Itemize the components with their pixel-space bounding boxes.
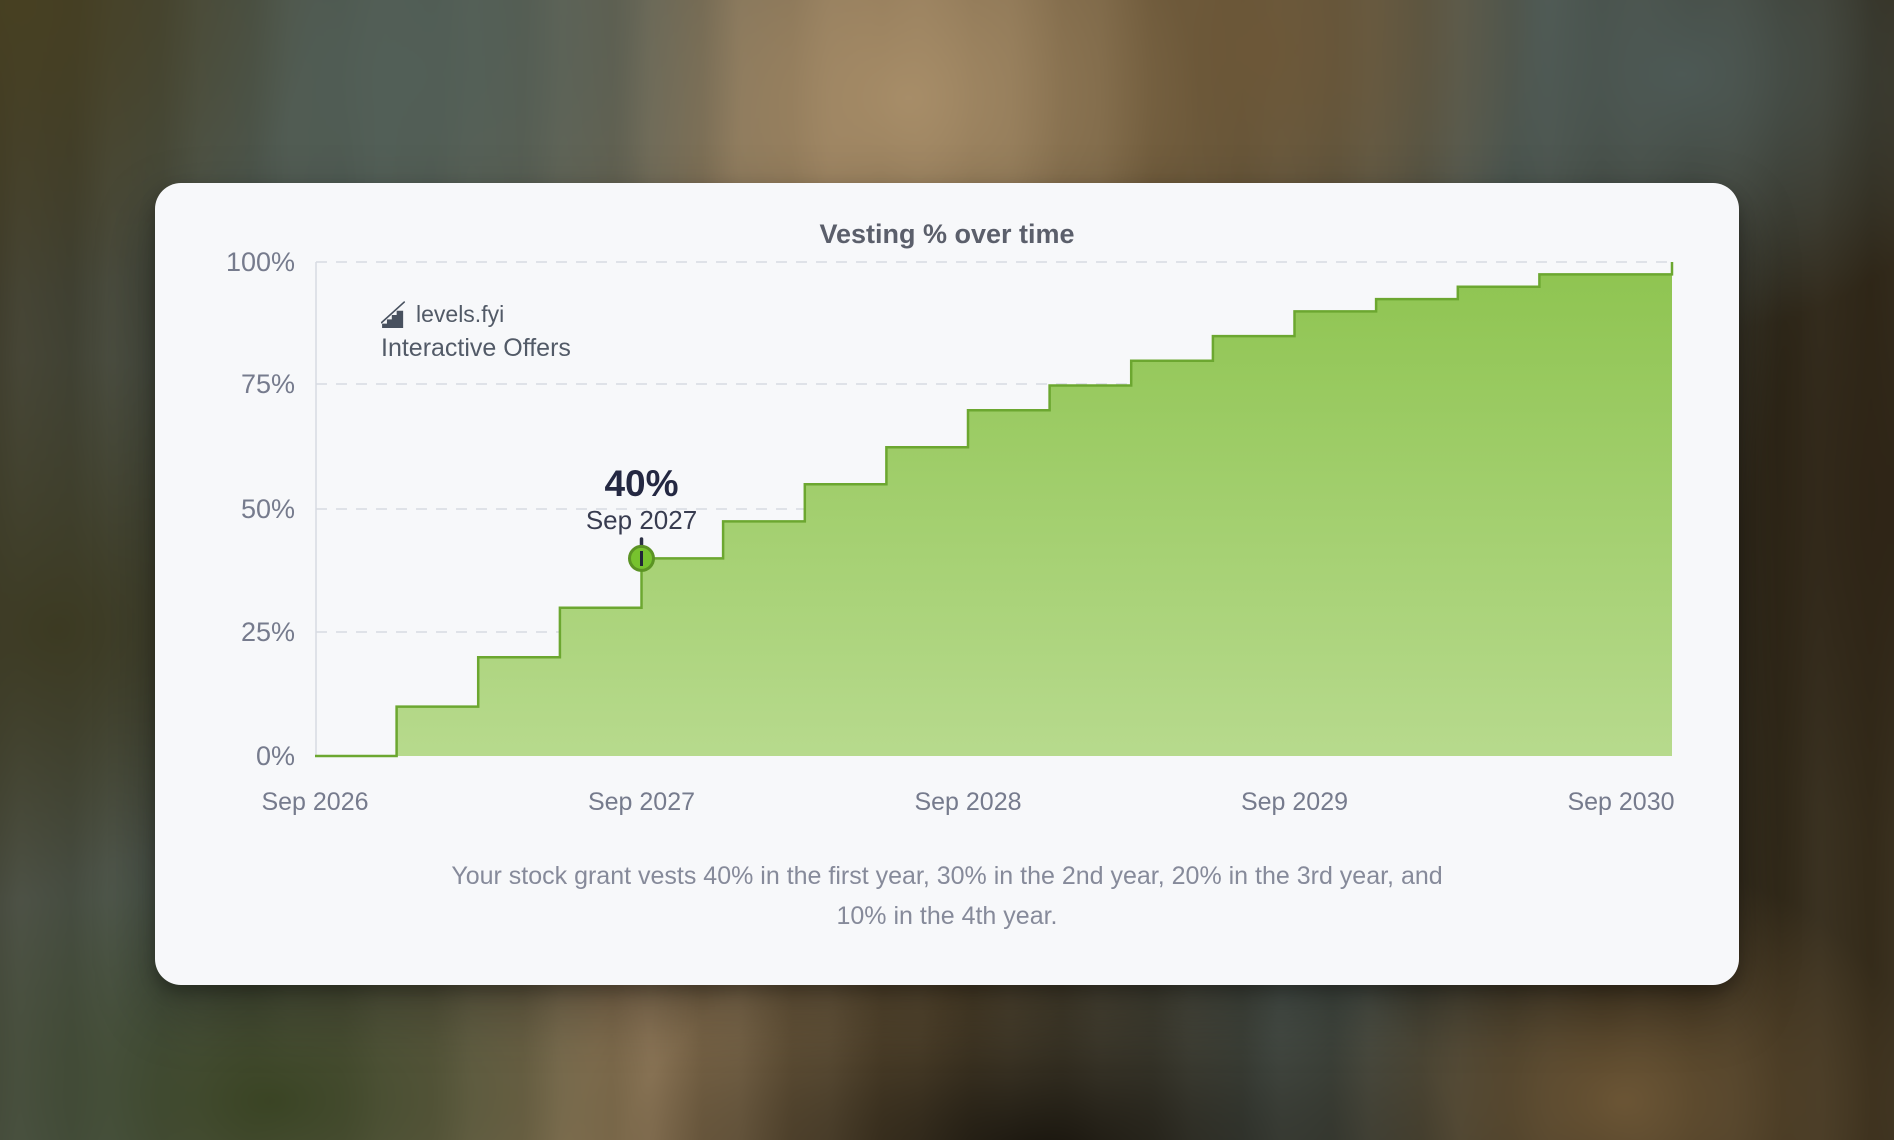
svg-text:75%: 75% <box>241 369 295 399</box>
svg-text:50%: 50% <box>241 494 295 524</box>
svg-text:0%: 0% <box>256 741 295 771</box>
svg-text:Sep 2026: Sep 2026 <box>261 788 368 816</box>
svg-text:100%: 100% <box>226 247 295 277</box>
svg-text:Sep 2030: Sep 2030 <box>1567 788 1674 816</box>
svg-text:Sep 2027: Sep 2027 <box>588 788 695 816</box>
svg-text:Sep 2029: Sep 2029 <box>1241 788 1348 816</box>
svg-text:40%: 40% <box>604 463 678 504</box>
svg-text:Sep 2028: Sep 2028 <box>914 788 1021 816</box>
svg-text:Sep 2027: Sep 2027 <box>586 505 697 535</box>
svg-text:25%: 25% <box>241 617 295 647</box>
